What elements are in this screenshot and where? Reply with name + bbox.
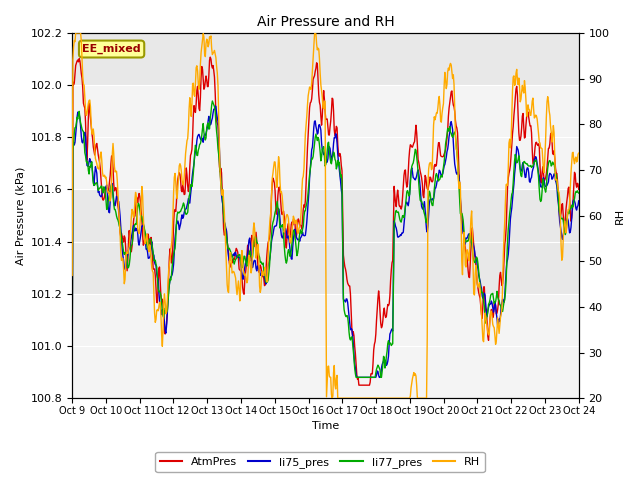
Text: EE_mixed: EE_mixed xyxy=(83,44,141,54)
Legend: AtmPres, li75_pres, li77_pres, RH: AtmPres, li75_pres, li77_pres, RH xyxy=(156,452,484,472)
Bar xyxy=(72,294,579,398)
X-axis label: Time: Time xyxy=(312,421,339,432)
Title: Air Pressure and RH: Air Pressure and RH xyxy=(257,15,394,29)
Y-axis label: Air Pressure (kPa): Air Pressure (kPa) xyxy=(15,167,25,265)
Y-axis label: RH: RH xyxy=(615,207,625,224)
Bar xyxy=(72,85,579,190)
